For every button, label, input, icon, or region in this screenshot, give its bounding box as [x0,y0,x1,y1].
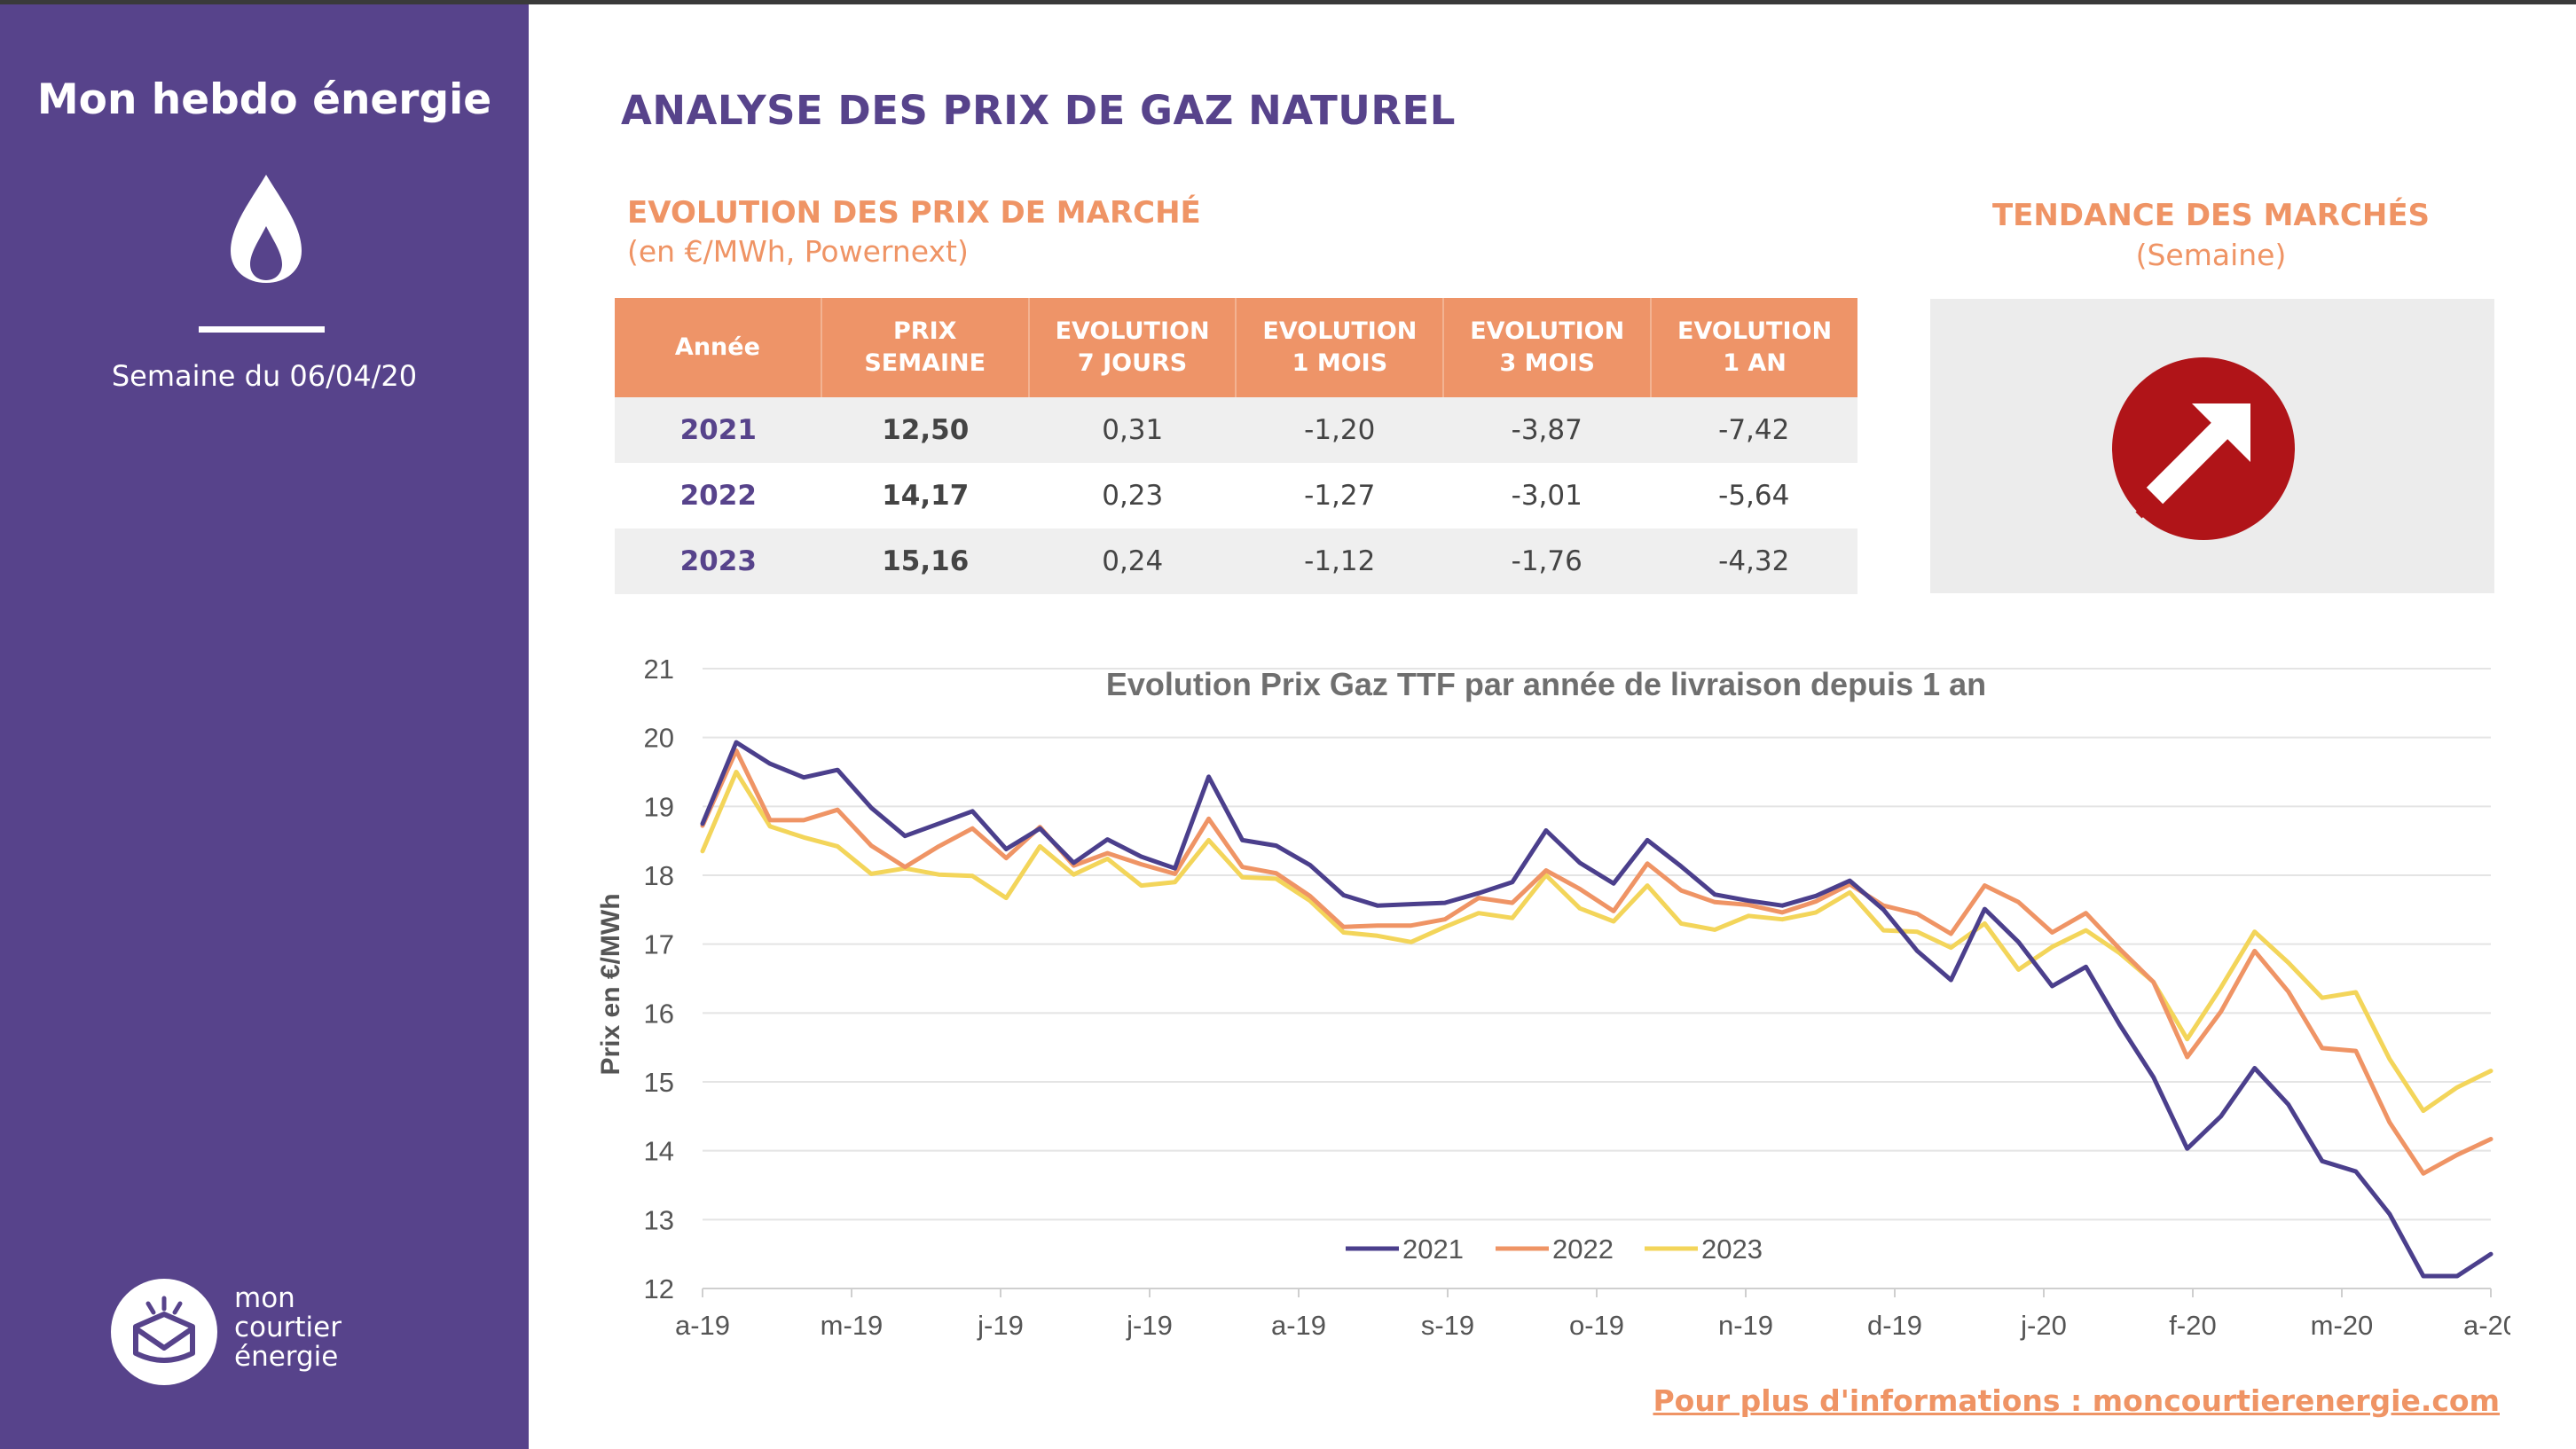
header-line-1: EVOLUTION [1677,317,1833,345]
logo-line-1: mon [234,1282,295,1314]
table-cell: 2023 [679,545,757,577]
y-axis-label: Prix en €/MWh [596,893,625,1075]
header-line-2: 1 AN [1723,349,1787,377]
table-row: 2022 14,17 0,23 -1,27 -3,01 -5,64 [615,463,1857,529]
header-line-2: SEMAINE [864,349,986,377]
section-unit: (en €/MWh, Powernext) [627,234,969,269]
table-row: 2023 15,16 0,24 -1,12 -1,76 -4,32 [615,529,1857,594]
logo-icon [111,1279,217,1385]
table-cell: -1,20 [1304,414,1376,446]
table-cell: -4,32 [1718,545,1790,577]
trend-panel [1930,299,2494,593]
chart-title: Evolution Prix Gaz TTF par année de livr… [1106,666,1986,702]
x-tick-label: j-20 [2020,1310,2067,1341]
header-cell: Année [615,298,821,397]
flame-icon [231,175,302,283]
header-cell: PRIX SEMAINE [820,298,1028,397]
chart-series [700,740,2494,1279]
brand-title: Mon hebdo énergie [36,75,492,124]
y-tick-label: 18 [644,860,674,891]
window-top-border [0,0,2576,4]
week-label: Semaine du 06/04/20 [111,359,418,393]
y-tick-label: 13 [644,1204,674,1235]
table-cell: -1,12 [1304,545,1376,577]
legend-label: 2023 [1701,1234,1763,1265]
x-tick-label: f-20 [2169,1310,2216,1341]
header-line-1: EVOLUTION [1470,317,1625,345]
table-cell: 0,24 [1102,545,1164,577]
x-tick-label: a-20 [2463,1310,2510,1341]
header-cell: EVOLUTION 1 AN [1650,298,1857,397]
y-tick-label: 16 [644,998,674,1029]
table-cell: 15,16 [882,545,970,577]
arrow-up-right-icon [2112,357,2295,540]
price-table: Année PRIX SEMAINE EVOLUTION 7 JOURS EVOLU… [615,298,1857,594]
x-tick-label: s-19 [1421,1310,1474,1341]
table-cell: -5,64 [1718,480,1790,512]
header-line-1: EVOLUTION [1055,317,1210,345]
header-line-2: 1 MOIS [1292,349,1388,377]
y-tick-label: 14 [644,1136,674,1167]
header-line-1: Année [674,333,760,361]
x-tick-label: j-19 [1126,1310,1173,1341]
table-row: 2021 12,50 0,31 -1,20 -3,87 -7,42 [615,397,1857,463]
series-line-2023 [700,770,2494,1114]
chart-legend: 2021 2022 2023 [1346,1234,1763,1265]
table-cell: 14,17 [882,480,970,512]
x-tick-label: m-20 [2311,1310,2374,1341]
table-cell: -3,87 [1511,414,1583,446]
website-link[interactable]: Pour plus d'informations : moncourtieren… [1653,1383,2500,1418]
x-tick-label: d-19 [1867,1310,1922,1341]
sidebar: Mon hebdo énergie Semaine du 06/04/20 mo… [0,4,529,1449]
logo-line-3: énergie [234,1341,339,1373]
table-cell: 0,31 [1102,414,1164,446]
header-cell: EVOLUTION 1 MOIS [1235,298,1442,397]
section-title: EVOLUTION DES PRIX DE MARCHÉ [627,195,1201,231]
x-tick-label: o-19 [1569,1310,1624,1341]
x-axis-ticks: a-19 m-19 j-19 j-19 a-19 s-19 o-19 n-19 d-19 j-20… [675,1288,2510,1341]
x-tick-label: a-19 [675,1310,730,1341]
y-tick-label: 20 [644,723,674,754]
y-tick-label: 15 [644,1067,674,1098]
trend-subtitle: (Semaine) [2135,238,2287,272]
table-cell: -1,76 [1511,545,1583,577]
x-tick-label: j-19 [977,1310,1024,1341]
table-cell: 12,50 [882,414,970,446]
x-tick-label: m-19 [821,1310,884,1341]
series-line-2021 [700,740,2494,1279]
y-tick-label: 17 [644,929,674,960]
table-cell: -1,27 [1304,480,1376,512]
trend-title: TENDANCE DES MARCHÉS [1991,198,2431,233]
y-tick-label: 19 [644,791,674,822]
logo-line-2: courtier [234,1312,342,1343]
y-axis-ticks: 12 13 14 15 16 17 18 19 20 21 [644,654,674,1304]
header-cell: EVOLUTION 3 MOIS [1442,298,1650,397]
series-line-2022 [700,748,2494,1176]
x-tick-label: a-19 [1271,1310,1326,1341]
table-cell: -3,01 [1511,480,1583,512]
header-cell: EVOLUTION 7 JOURS [1027,298,1236,397]
table-cell: 2021 [679,414,757,446]
page-title: ANALYSE DES PRIX DE GAZ NATUREL [621,87,1456,134]
table-cell: 2022 [679,480,757,512]
y-tick-label: 12 [644,1273,674,1304]
chart-grid [703,668,2491,1289]
header-line-2: 3 MOIS [1499,349,1595,377]
header-line-1: PRIX [893,317,957,345]
logo-wordmark: mon courtier énergie [234,1284,342,1372]
x-tick-label: n-19 [1718,1310,1773,1341]
table-cell: -7,42 [1718,414,1790,446]
y-tick-label: 21 [644,654,674,685]
table-cell: 0,23 [1102,480,1164,512]
table-header: Année PRIX SEMAINE EVOLUTION 7 JOURS EVOLU… [615,298,1857,397]
legend-label: 2022 [1552,1234,1614,1265]
header-line-2: 7 JOURS [1077,349,1188,377]
header-line-1: EVOLUTION [1262,317,1418,345]
legend-label: 2021 [1402,1234,1464,1265]
sidebar-divider [199,326,325,333]
